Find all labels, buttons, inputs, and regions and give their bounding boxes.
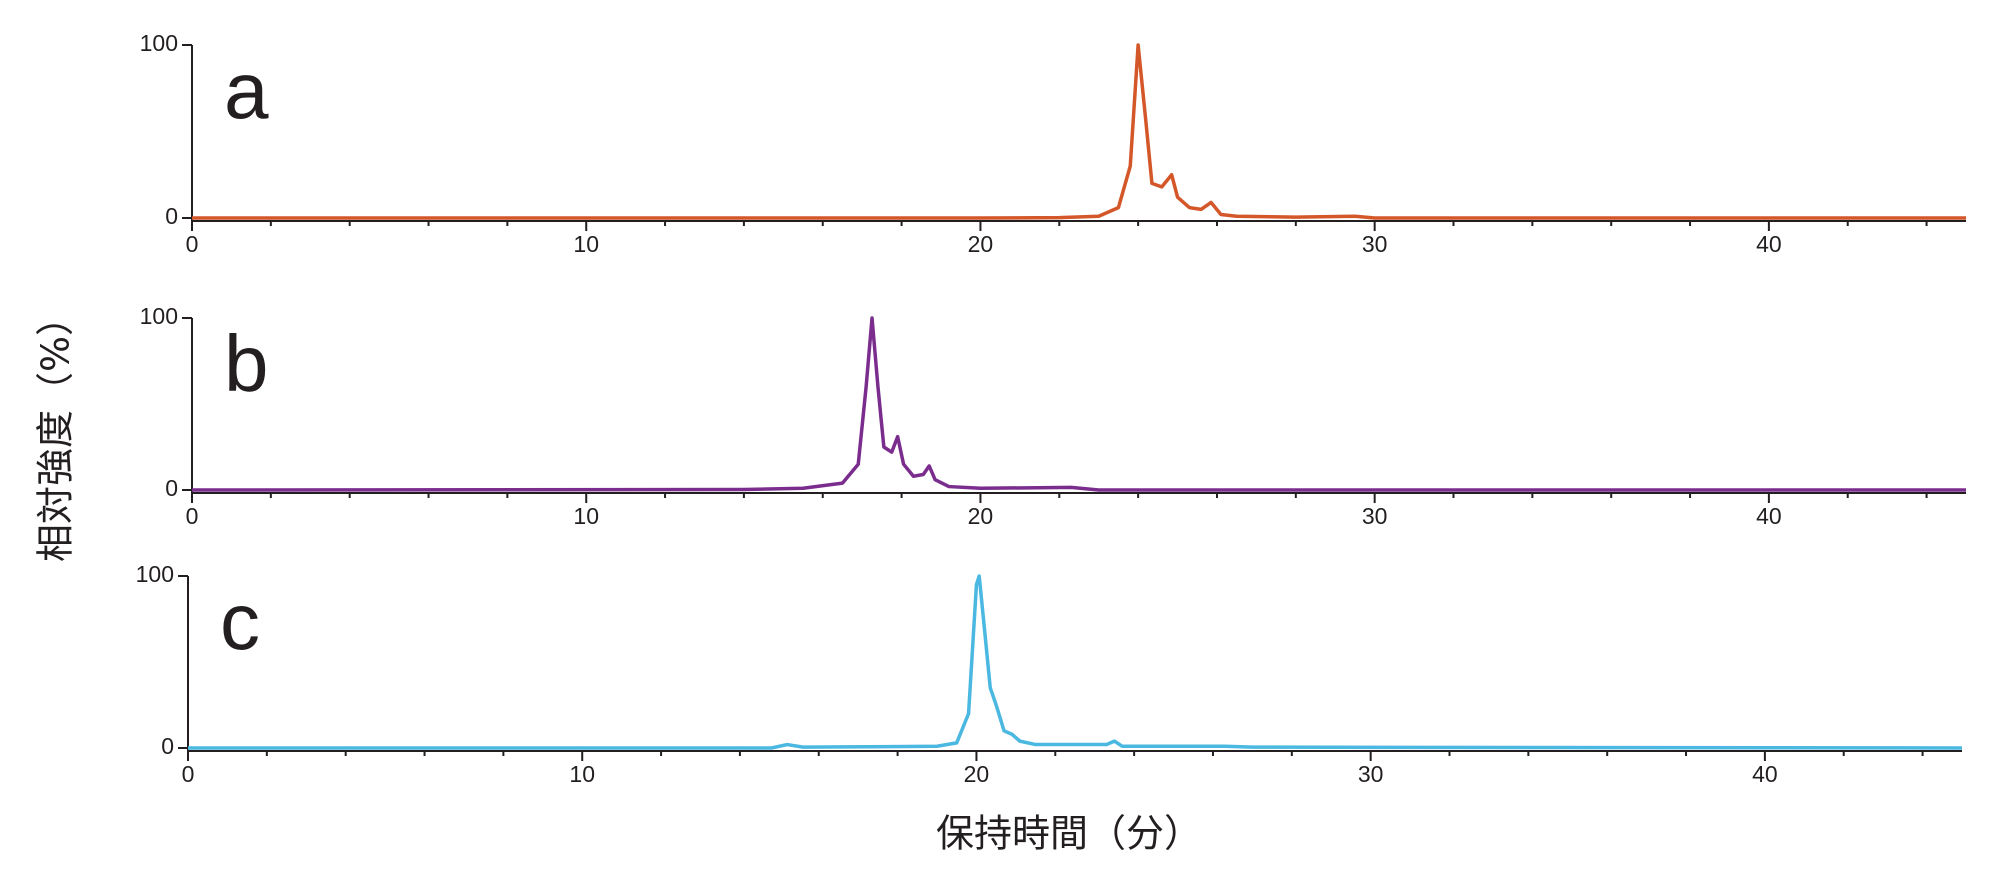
y-tick-label: 0	[165, 203, 178, 229]
x-tick-label: 0	[186, 503, 199, 529]
x-tick-label: 40	[1756, 503, 1782, 529]
x-tick-label: 10	[573, 503, 599, 529]
y-tick-label: 100	[140, 303, 178, 329]
y-tick-label: 100	[140, 30, 178, 56]
x-tick-label: 10	[569, 761, 595, 787]
x-tick-label: 20	[968, 231, 994, 257]
panel-label: b	[224, 319, 269, 408]
y-tick-label: 0	[161, 733, 174, 759]
x-tick-label: 40	[1752, 761, 1778, 787]
y-axis-label: 相対強度（%）	[34, 298, 78, 562]
chromatogram-line	[191, 316, 1966, 492]
x-tick-label: 20	[964, 761, 990, 787]
y-tick-label: 0	[165, 475, 178, 501]
x-tick-label: 30	[1362, 231, 1388, 257]
x-tick-label: 0	[182, 761, 195, 787]
x-tick-label: 40	[1756, 231, 1782, 257]
x-tick-label: 0	[186, 231, 199, 257]
x-tick-label: 20	[968, 503, 994, 529]
x-tick-label: 30	[1358, 761, 1384, 787]
chromatogram-line	[192, 43, 1966, 220]
y-tick-label: 100	[136, 561, 174, 587]
panel-label: a	[224, 46, 269, 135]
x-tick-label: 30	[1362, 503, 1388, 529]
chromatogram-line	[188, 574, 1963, 750]
x-axis-label: 保持時間（分）	[936, 812, 1202, 856]
panel-label: c	[220, 577, 260, 666]
x-tick-label: 10	[573, 231, 599, 257]
